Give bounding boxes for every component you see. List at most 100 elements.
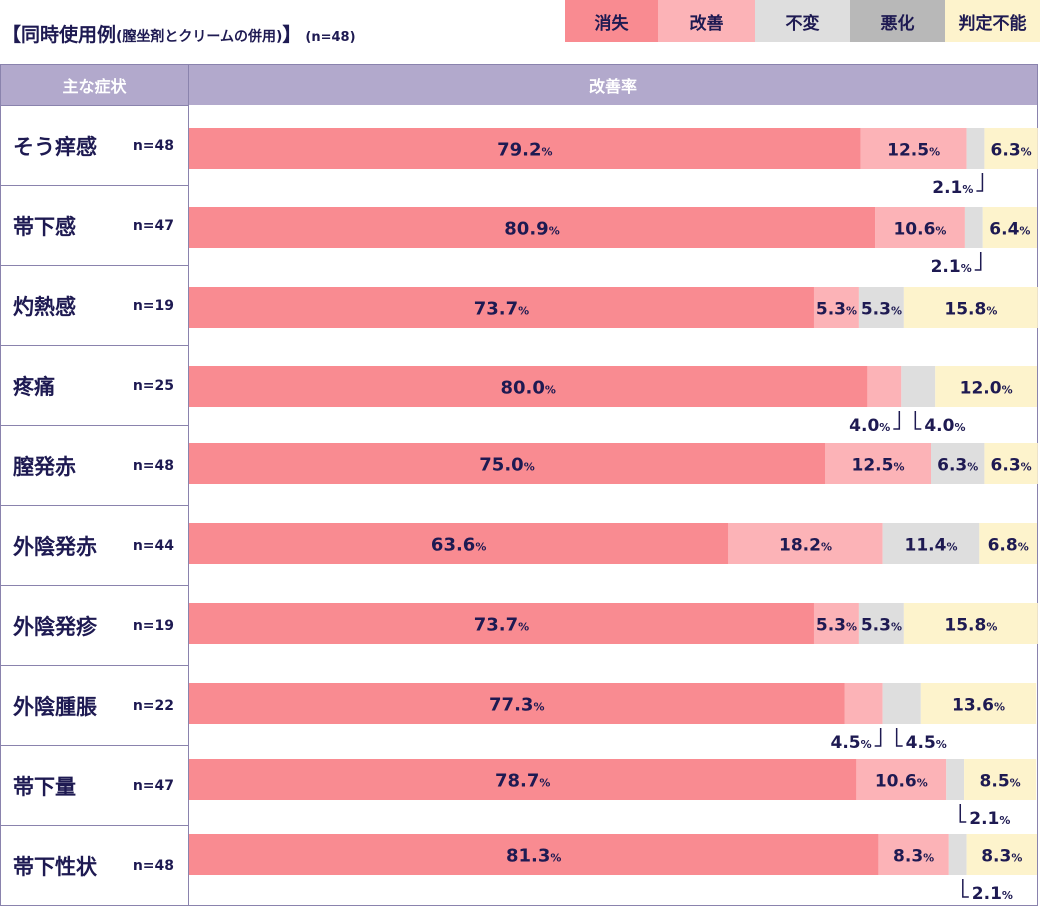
callout-line	[895, 728, 903, 747]
symptom-cell: 帯下量 n=47	[1, 745, 188, 825]
data-label-undeterminable: 13.6%	[952, 696, 1005, 716]
data-label-disappeared: 63.6%	[431, 535, 486, 556]
data-label-disappeared: 80.0%	[500, 378, 555, 399]
bar-improved	[825, 443, 931, 484]
data-label-unchanged: 2.1%	[931, 257, 972, 277]
data-label-undeterminable: 6.3%	[991, 456, 1032, 476]
symptom-n: n=47	[132, 777, 174, 794]
data-label-unchanged: 4.0%	[924, 416, 965, 436]
data-label-undeterminable: 12.0%	[960, 379, 1013, 399]
symptom-n: n=48	[132, 457, 174, 474]
data-label-disappeared: 78.7%	[495, 771, 550, 792]
bar-unchanged	[948, 834, 967, 875]
bar-unchanged	[966, 128, 985, 169]
bar-improved	[844, 683, 883, 724]
data-label-improved: 5.3%	[816, 616, 857, 636]
legend-item-disappeared: 消失	[565, 0, 658, 42]
bar-improved	[878, 834, 949, 875]
bar-disappeared	[189, 834, 879, 875]
callout-line	[893, 411, 901, 430]
bar-unchanged	[931, 443, 985, 484]
column-divider	[188, 105, 189, 905]
bar-disappeared	[189, 287, 814, 328]
title-sub: (膣坐剤とクリームの併用)	[116, 29, 283, 45]
bar-undeterminable	[984, 443, 1038, 484]
bar-unchanged	[946, 759, 965, 800]
symptom-name: 膣発赤	[13, 454, 76, 479]
data-label-unchanged: 6.3%	[937, 456, 978, 476]
data-label-disappeared: 77.3%	[489, 695, 544, 716]
bar-disappeared	[189, 443, 825, 484]
bar-undeterminable	[920, 683, 1037, 724]
bar-disappeared	[189, 128, 861, 169]
bar-undeterminable	[903, 603, 1038, 644]
legend-item-improved: 改善	[658, 0, 755, 42]
bar-unchanged	[858, 603, 904, 644]
data-label-disappeared: 75.0%	[479, 455, 534, 476]
bar-improved	[860, 128, 967, 169]
symptom-n: n=19	[132, 297, 174, 314]
data-label-unchanged: 2.1%	[972, 884, 1013, 904]
callout-line	[962, 879, 969, 898]
symptom-name: 帯下量	[13, 774, 76, 799]
legend-item-worsened: 悪化	[850, 0, 945, 42]
bar-improved	[856, 759, 947, 800]
symptom-cell: そう痒感 n=48	[1, 105, 188, 185]
bar-improved	[728, 523, 883, 564]
bar-undeterminable	[979, 523, 1037, 564]
data-label-improved: 4.5%	[831, 733, 872, 753]
symptom-name: 疼痛	[13, 374, 55, 399]
bar-undeterminable	[964, 759, 1037, 800]
symptom-cell: 膣発赤 n=48	[1, 425, 188, 505]
symptom-n: n=25	[132, 377, 174, 394]
data-label-unchanged: 11.4%	[905, 536, 958, 556]
bar-improved	[813, 603, 859, 644]
symptom-name: そう痒感	[13, 134, 97, 159]
data-label-undeterminable: 6.8%	[988, 536, 1029, 556]
callout-line	[959, 804, 967, 823]
data-label-improved: 18.2%	[779, 536, 832, 556]
data-label-undeterminable: 8.5%	[980, 772, 1021, 792]
bar-improved	[875, 207, 965, 248]
bar-disappeared	[189, 683, 845, 724]
data-label-unchanged: 5.3%	[861, 616, 902, 636]
bar-unchanged	[858, 287, 904, 328]
symptom-name: 灼熱感	[13, 294, 76, 319]
symptom-n: n=19	[132, 617, 174, 634]
bar-undeterminable	[966, 834, 1037, 875]
bar-undeterminable	[982, 207, 1037, 248]
data-label-unchanged: 4.5%	[906, 733, 947, 753]
bar-disappeared	[189, 759, 857, 800]
title-main: 【同時使用例	[2, 24, 117, 46]
symptom-n: n=44	[132, 537, 174, 554]
symptom-name: 帯下性状	[13, 854, 97, 879]
symptom-cell: 外陰発疹 n=19	[1, 585, 188, 665]
data-label-undeterminable: 15.8%	[944, 300, 997, 320]
results-table: 主な症状 改善率 そう痒感 n=48 帯下感 n=47 灼熱感 n=19 疼痛 n=25 膣発赤…	[0, 64, 1038, 906]
data-label-unchanged: 5.3%	[861, 300, 902, 320]
callout-line	[974, 252, 982, 271]
symptom-cell: 疼痛 n=25	[1, 345, 188, 425]
bar-unchanged	[901, 366, 936, 407]
bar-unchanged	[882, 523, 980, 564]
data-label-disappeared: 79.2%	[497, 140, 552, 161]
bar-undeterminable	[903, 287, 1038, 328]
bar-disappeared	[189, 366, 868, 407]
data-label-undeterminable: 6.3%	[991, 141, 1032, 161]
callout-line	[914, 411, 922, 430]
bar-undeterminable	[935, 366, 1037, 407]
data-label-improved: 12.5%	[852, 456, 905, 476]
data-label-improved: 12.5%	[887, 141, 940, 161]
symptom-n: n=47	[132, 217, 174, 234]
data-label-improved: 5.3%	[816, 300, 857, 320]
callout-line	[874, 728, 882, 747]
header-rate: 改善率	[189, 65, 1037, 105]
bar-unchanged	[882, 683, 921, 724]
symptom-cell: 帯下感 n=47	[1, 185, 188, 265]
symptom-n: n=48	[132, 857, 174, 874]
data-label-improved: 8.3%	[893, 847, 934, 867]
bar-unchanged	[964, 207, 983, 248]
data-label-disappeared: 73.7%	[474, 615, 529, 636]
data-label-disappeared: 73.7%	[474, 299, 529, 320]
data-label-disappeared: 81.3%	[506, 846, 561, 867]
